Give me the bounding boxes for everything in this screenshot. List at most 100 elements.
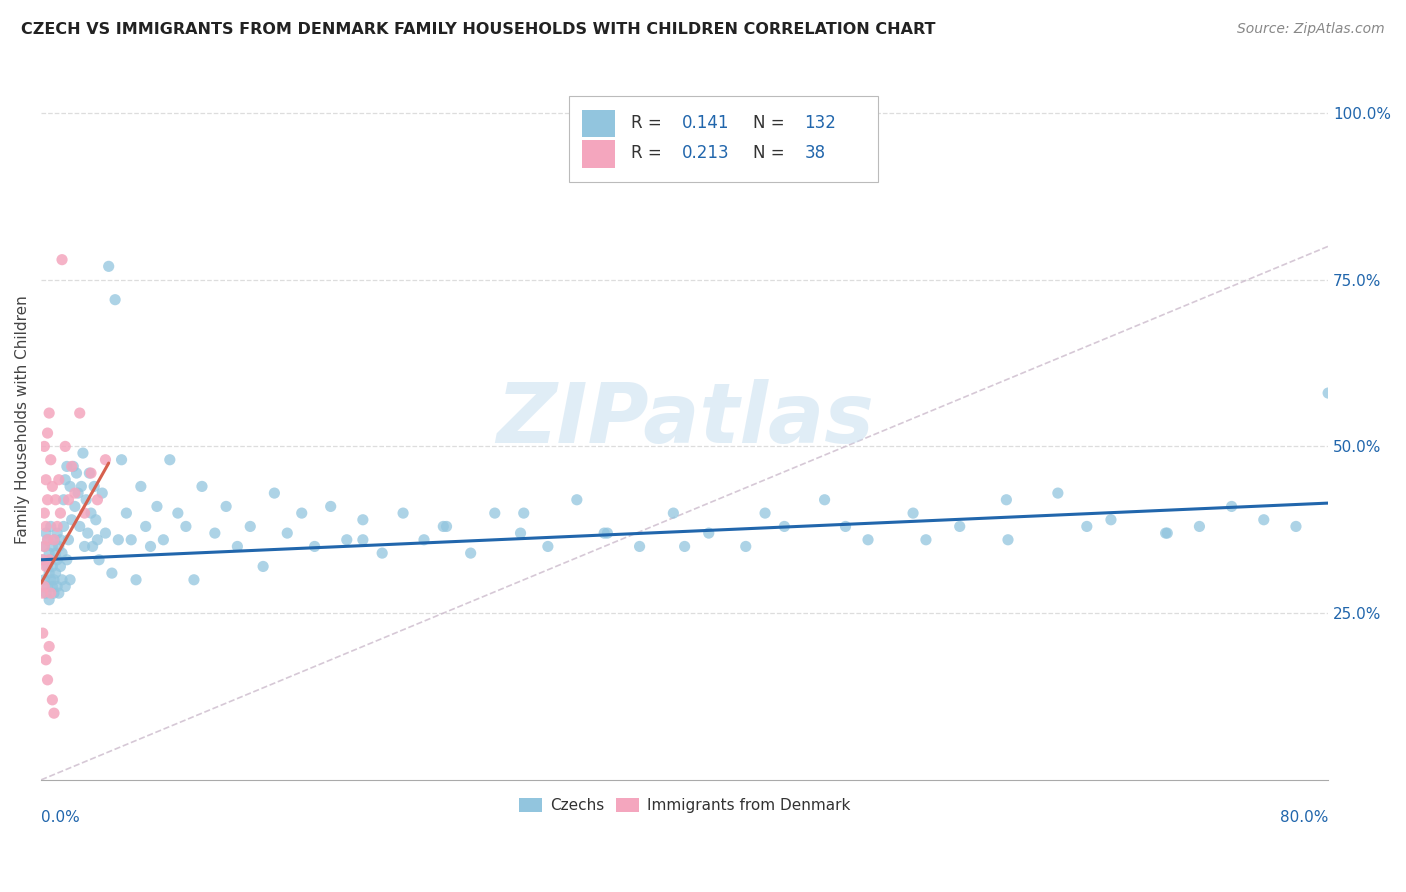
Point: [120, 533, 142, 547]
Point: [72, 446, 94, 460]
Text: Source: ZipAtlas.com: Source: ZipAtlas.com: [1237, 22, 1385, 37]
FancyBboxPatch shape: [569, 95, 877, 182]
Point: [352, 513, 374, 527]
Point: [697, 526, 720, 541]
Point: [336, 533, 359, 547]
Point: [83, 479, 105, 493]
Point: [371, 546, 394, 560]
Point: [34, 579, 56, 593]
Point: [304, 540, 326, 554]
Point: [60, 459, 83, 474]
Point: [1220, 500, 1243, 514]
Point: [69, 519, 91, 533]
Point: [48, 586, 70, 600]
Point: [73, 540, 96, 554]
Point: [834, 519, 856, 533]
Point: [60, 513, 83, 527]
Point: [38, 640, 60, 654]
Point: [31, 626, 53, 640]
Point: [56, 553, 79, 567]
Point: [34, 506, 56, 520]
Legend: Czechs, Immigrants from Denmark: Czechs, Immigrants from Denmark: [513, 792, 856, 819]
Point: [39, 519, 62, 533]
Point: [49, 559, 72, 574]
Point: [204, 526, 226, 541]
Point: [146, 500, 169, 514]
Point: [174, 519, 197, 533]
Point: [413, 533, 436, 547]
Text: R =: R =: [630, 145, 666, 162]
Point: [662, 506, 685, 520]
Text: CZECH VS IMMIGRANTS FROM DENMARK FAMILY HOUSEHOLDS WITH CHILDREN CORRELATION CHA: CZECH VS IMMIGRANTS FROM DENMARK FAMILY …: [21, 22, 935, 37]
Point: [37, 559, 59, 574]
Point: [392, 506, 415, 520]
Point: [39, 573, 62, 587]
Point: [436, 519, 458, 533]
Point: [252, 559, 274, 574]
Point: [63, 486, 86, 500]
Point: [79, 466, 101, 480]
Point: [37, 426, 59, 441]
Point: [46, 579, 69, 593]
Point: [59, 573, 82, 587]
Point: [91, 486, 114, 500]
Point: [82, 540, 104, 554]
Point: [46, 553, 69, 567]
Point: [42, 533, 65, 547]
Point: [46, 519, 69, 533]
Point: [484, 506, 506, 520]
Text: R =: R =: [630, 114, 666, 132]
Point: [215, 500, 238, 514]
Y-axis label: Family Households with Children: Family Households with Children: [15, 295, 30, 544]
Point: [39, 586, 62, 600]
Point: [773, 519, 796, 533]
Point: [813, 492, 835, 507]
Point: [39, 452, 62, 467]
Point: [754, 506, 776, 520]
Point: [34, 439, 56, 453]
Point: [734, 540, 756, 554]
Point: [42, 533, 65, 547]
Point: [35, 473, 58, 487]
Point: [35, 519, 58, 533]
Point: [52, 492, 75, 507]
Point: [104, 293, 127, 307]
Point: [37, 492, 59, 507]
Point: [239, 519, 262, 533]
Point: [42, 706, 65, 721]
Point: [31, 553, 53, 567]
Point: [38, 553, 60, 567]
Point: [1076, 519, 1098, 533]
Point: [1381, 673, 1403, 687]
Point: [48, 540, 70, 554]
Point: [45, 546, 67, 560]
Point: [915, 533, 938, 547]
Point: [49, 533, 72, 547]
Point: [80, 506, 103, 520]
Point: [159, 452, 181, 467]
Text: ZIPatlas: ZIPatlas: [496, 379, 873, 460]
Point: [901, 506, 924, 520]
Point: [38, 406, 60, 420]
Text: 0.213: 0.213: [682, 145, 730, 162]
Point: [856, 533, 879, 547]
Point: [31, 553, 53, 567]
Point: [65, 466, 87, 480]
Point: [263, 486, 285, 500]
Point: [673, 540, 696, 554]
Point: [51, 252, 73, 267]
Point: [432, 519, 454, 533]
Point: [58, 533, 80, 547]
Point: [51, 546, 73, 560]
Point: [1285, 519, 1308, 533]
Point: [46, 526, 69, 541]
Point: [319, 500, 342, 514]
Point: [37, 673, 59, 687]
Point: [139, 540, 162, 554]
Point: [1317, 386, 1340, 401]
Point: [115, 506, 138, 520]
Point: [129, 479, 152, 493]
Point: [41, 479, 63, 493]
Point: [513, 506, 536, 520]
Point: [80, 466, 103, 480]
